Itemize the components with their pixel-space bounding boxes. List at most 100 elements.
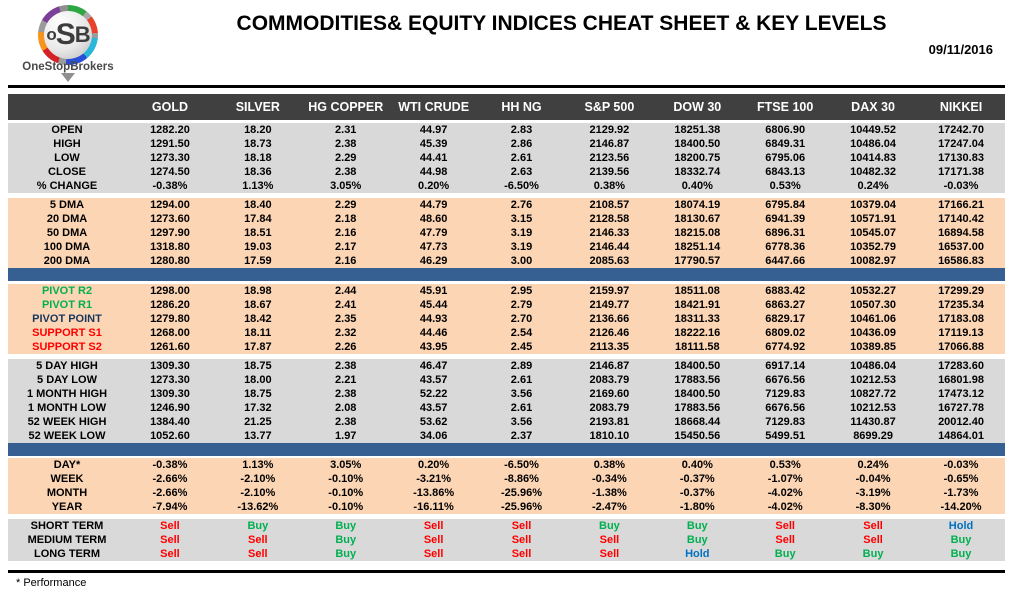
value-cell: 46.47 (389, 359, 478, 373)
value-cell: -16.11% (389, 500, 478, 514)
section-gap-cell (8, 120, 1005, 123)
value-cell: 1291.50 (126, 137, 214, 151)
value-cell: 0.40% (653, 179, 742, 193)
section-gap (8, 514, 1005, 519)
value-cell: 17883.56 (653, 373, 742, 387)
value-cell: 21.25 (213, 415, 302, 429)
value-cell: -4.02% (741, 500, 830, 514)
column-header-wti-crude: WTI CRUDE (389, 94, 478, 120)
value-cell: 18130.67 (653, 212, 742, 226)
value-cell: 18.18 (213, 151, 302, 165)
value-cell: 19.03 (213, 240, 302, 254)
value-cell: -25.96% (477, 486, 566, 500)
value-cell: 1294.00 (126, 198, 214, 212)
section-gap-cell (8, 281, 1005, 284)
value-cell: 1384.40 (126, 415, 214, 429)
value-cell: 17242.70 (917, 123, 1005, 137)
value-cell: 1297.90 (126, 226, 214, 240)
value-cell: 34.06 (389, 429, 478, 443)
value-cell: 2.89 (477, 359, 566, 373)
value-cell: 17790.57 (653, 254, 742, 268)
value-cell: 10389.85 (829, 340, 918, 354)
value-cell: 2146.44 (565, 240, 654, 254)
value-cell: 2.61 (477, 373, 566, 387)
signal-cell: Sell (389, 547, 478, 561)
value-cell: 17140.42 (917, 212, 1005, 226)
table-row-5-day-low: 5 DAY LOW 1273.30 18.00 2.21 43.57 2.61 2083.7… (8, 373, 1005, 387)
value-cell: 0.53% (741, 179, 830, 193)
value-cell: 0.20% (389, 458, 478, 472)
column-header-hg-copper: HG COPPER (301, 94, 390, 120)
value-cell: 1810.10 (565, 429, 654, 443)
value-cell: 18668.44 (653, 415, 742, 429)
value-cell: 10461.06 (829, 312, 918, 326)
table-row-1-month-high: 1 MONTH HIGH 1309.30 18.75 2.38 52.22 3.56 216… (8, 387, 1005, 401)
blue-separator-bar (8, 268, 1005, 281)
value-cell: 10507.30 (829, 298, 918, 312)
value-cell: 2.31 (301, 123, 390, 137)
row-label-5-day-high: 5 DAY HIGH (8, 359, 126, 373)
value-cell: 18.42 (213, 312, 302, 326)
value-cell: 18.40 (213, 198, 302, 212)
value-cell: 2.86 (477, 137, 566, 151)
value-cell: -1.80% (653, 500, 742, 514)
value-cell: 1282.20 (126, 123, 214, 137)
value-cell: 1.97 (301, 429, 390, 443)
value-cell: 44.97 (389, 123, 478, 137)
table-header-row: GOLD SILVER HG COPPER WTI CRUDE HH NG S&P 500… (8, 94, 1005, 120)
value-cell: 8699.29 (829, 429, 918, 443)
value-cell: 2.38 (301, 165, 390, 179)
row-label-support-s1: SUPPORT S1 (8, 326, 126, 340)
value-cell: 10571.91 (829, 212, 918, 226)
column-header-dax-30: DAX 30 (829, 94, 918, 120)
value-cell: 2.38 (301, 415, 390, 429)
value-cell: 10352.79 (829, 240, 918, 254)
table-row-50-dma: 50 DMA 1297.90 18.51 2.16 47.79 3.19 2146.33 18… (8, 226, 1005, 240)
value-cell: 18.73 (213, 137, 302, 151)
signal-cell: Sell (565, 533, 654, 547)
value-cell: 18200.75 (653, 151, 742, 165)
row-label-52-week-high: 52 WEEK HIGH (8, 415, 126, 429)
value-cell: -13.62% (213, 500, 302, 514)
value-cell: 2.26 (301, 340, 390, 354)
value-cell: 17247.04 (917, 137, 1005, 151)
page-title: COMMODITIES& EQUITY INDICES CHEAT SHEET … (236, 12, 887, 35)
value-cell: 2.29 (301, 151, 390, 165)
signal-cell: Sell (741, 533, 830, 547)
value-cell: 2149.77 (565, 298, 654, 312)
value-cell: -8.30% (829, 500, 918, 514)
row-label-month: MONTH (8, 486, 126, 500)
value-cell: 53.62 (389, 415, 478, 429)
value-cell: 17183.08 (917, 312, 1005, 326)
column-header-nikkei: NIKKEI (917, 94, 1005, 120)
value-cell: 2.21 (301, 373, 390, 387)
value-cell: 16894.58 (917, 226, 1005, 240)
table-row-pivot-r1: PIVOT R1 1286.20 18.67 2.41 45.44 2.79 2149.77… (8, 298, 1005, 312)
value-cell: -6.50% (477, 458, 566, 472)
table-row-open: OPEN 1282.20 18.20 2.31 44.97 2.83 2129.92 1825… (8, 123, 1005, 137)
value-cell: 1279.80 (126, 312, 214, 326)
column-header-silver: SILVER (213, 94, 302, 120)
value-cell: 2128.58 (565, 212, 654, 226)
signal-cell: Buy (301, 547, 390, 561)
row-label-52-week-low: 52 WEEK LOW (8, 429, 126, 443)
value-cell: 0.40% (653, 458, 742, 472)
value-cell: 18074.19 (653, 198, 742, 212)
table-row-200-dma: 200 DMA 1280.80 17.59 2.16 46.29 3.00 2085.63 1… (8, 254, 1005, 268)
value-cell: 1261.60 (126, 340, 214, 354)
value-cell: -0.03% (917, 458, 1005, 472)
signal-cell: Sell (741, 519, 830, 533)
value-cell: -0.10% (301, 486, 390, 500)
value-cell: -2.10% (213, 472, 302, 486)
value-cell: 46.29 (389, 254, 478, 268)
value-cell: 13.77 (213, 429, 302, 443)
signal-cell: Sell (389, 533, 478, 547)
value-cell: 6774.92 (741, 340, 830, 354)
signal-cell: Sell (829, 519, 918, 533)
value-cell: 2.29 (301, 198, 390, 212)
value-cell: 18.20 (213, 123, 302, 137)
value-cell: 2.17 (301, 240, 390, 254)
table-row-year: YEAR -7.94% -13.62% -0.10% -16.11% -25.96% -2.… (8, 500, 1005, 514)
